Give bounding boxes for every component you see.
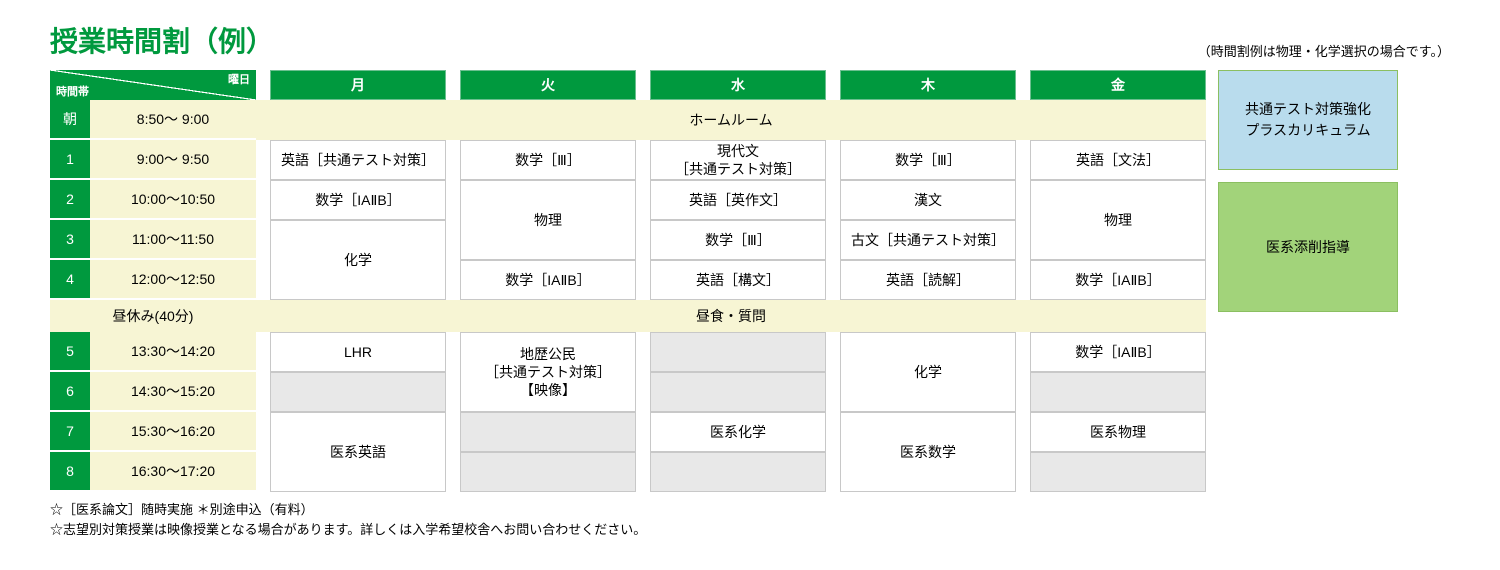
period-time: 13:30～14:20 <box>90 332 256 372</box>
class-cell: 英語［共通テスト対策］ <box>270 140 446 180</box>
class-cell: 英語［英作文］ <box>650 180 826 220</box>
period-num: 7 <box>50 412 90 452</box>
class-cell: 医系化学 <box>650 412 826 452</box>
day-header-thu: 木 <box>840 70 1016 100</box>
period-time: 11:00～11:50 <box>90 220 256 260</box>
class-cell: 数学［IAⅡB］ <box>1030 332 1206 372</box>
class-cell: 数学［IAⅡB］ <box>1030 260 1206 300</box>
class-cell: 化学 <box>840 332 1016 412</box>
period-time: 14:30～15:20 <box>90 372 256 412</box>
period-num: 1 <box>50 140 90 180</box>
class-cell-empty <box>650 452 826 492</box>
class-cell: 医系英語 <box>270 412 446 492</box>
class-cell-empty <box>270 372 446 412</box>
class-cell: 地歴公民［共通テスト対策］【映像】 <box>460 332 636 412</box>
corner-header: 曜日 時間帯 <box>50 70 256 100</box>
period-num: 6 <box>50 372 90 412</box>
day-header-mon: 月 <box>270 70 446 100</box>
lunch-span: 昼食・質問 <box>256 300 1206 332</box>
period-time: 15:30～16:20 <box>90 412 256 452</box>
period-time: 9:00～ 9:50 <box>90 140 256 180</box>
class-cell-empty <box>650 332 826 372</box>
class-cell: 医系数学 <box>840 412 1016 492</box>
class-cell: LHR <box>270 332 446 372</box>
day-header-wed: 水 <box>650 70 826 100</box>
day-header-fri: 金 <box>1030 70 1206 100</box>
period-num: 8 <box>50 452 90 492</box>
footnote-line: ☆［医系論文］随時実施 ＊別途申込（有料） <box>50 500 1450 520</box>
page-subtitle: （時間割例は物理・化学選択の場合です。） <box>1198 41 1450 60</box>
period-num: 5 <box>50 332 90 372</box>
class-cell-empty <box>460 452 636 492</box>
footnote-line: ☆志望別対策授業は映像授業となる場合があります。詳しくは入学希望校舎へお問い合わ… <box>50 520 1450 540</box>
period-time: 12:00～12:50 <box>90 260 256 300</box>
class-cell-empty <box>1030 452 1206 492</box>
day-header-tue: 火 <box>460 70 636 100</box>
class-cell-empty <box>460 412 636 452</box>
class-cell: 数学［IAⅡB］ <box>460 260 636 300</box>
page-title: 授業時間割（例） <box>50 20 274 60</box>
side-box-blue: 共通テスト対策強化プラスカリキュラム <box>1218 70 1398 170</box>
class-cell: 英語［文法］ <box>1030 140 1206 180</box>
lunch-label: 昼休み(40分) <box>50 300 256 332</box>
corner-time-label: 時間帯 <box>56 83 89 99</box>
class-cell: 英語［読解］ <box>840 260 1016 300</box>
class-cell: 現代文［共通テスト対策］ <box>650 140 826 180</box>
footnotes: ☆［医系論文］随時実施 ＊別途申込（有料） ☆志望別対策授業は映像授業となる場合… <box>50 500 1450 539</box>
class-cell: 物理 <box>1030 180 1206 260</box>
period-time: 16:30～17:20 <box>90 452 256 492</box>
period-num: 2 <box>50 180 90 220</box>
period-time: 10:00～10:50 <box>90 180 256 220</box>
class-cell: 数学［Ⅲ］ <box>840 140 1016 180</box>
period-num: 3 <box>50 220 90 260</box>
corner-day-label: 曜日 <box>228 71 250 87</box>
class-cell-empty <box>1030 372 1206 412</box>
class-cell: 古文［共通テスト対策］ <box>840 220 1016 260</box>
timetable: 曜日 時間帯 月 火 水 木 金 朝 8:50～ 9:00 ホームルーム 1 9… <box>50 70 1206 492</box>
class-cell-empty <box>650 372 826 412</box>
class-cell: 数学［IAⅡB］ <box>270 180 446 220</box>
class-cell: 英語［構文］ <box>650 260 826 300</box>
class-cell: 数学［Ⅲ］ <box>650 220 826 260</box>
period-num: 4 <box>50 260 90 300</box>
period-time: 8:50～ 9:00 <box>90 100 256 140</box>
period-num: 朝 <box>50 100 90 140</box>
class-cell: 漢文 <box>840 180 1016 220</box>
class-cell: 医系物理 <box>1030 412 1206 452</box>
morning-homeroom: ホームルーム <box>256 100 1206 140</box>
class-cell: 数学［Ⅲ］ <box>460 140 636 180</box>
class-cell: 化学 <box>270 220 446 300</box>
side-box-green: 医系添削指導 <box>1218 182 1398 312</box>
class-cell: 物理 <box>460 180 636 260</box>
